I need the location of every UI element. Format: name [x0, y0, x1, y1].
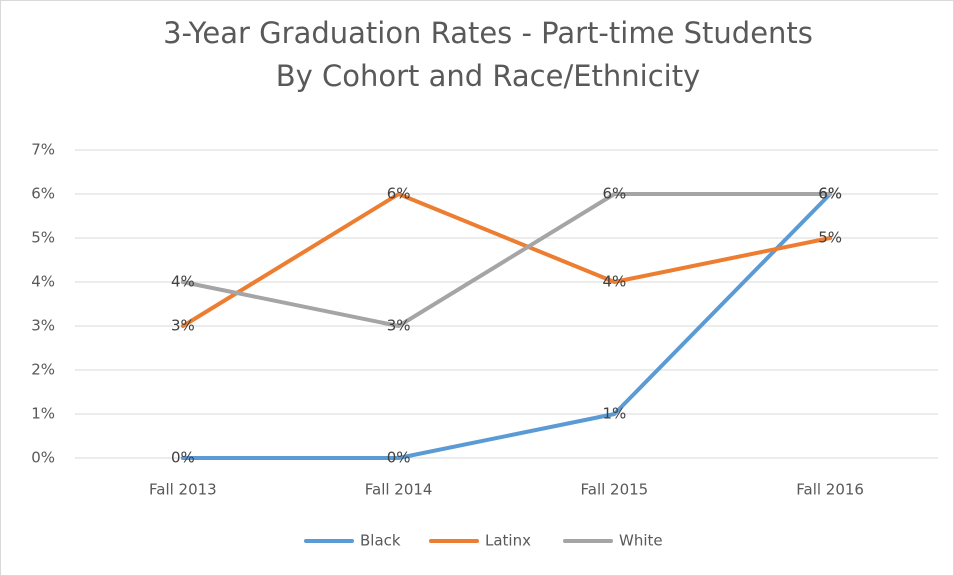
y-tick-label: 1%	[31, 405, 55, 423]
data-label: 0%	[171, 449, 195, 467]
series-line	[180, 192, 833, 328]
chart-subtitle: By Cohort and Race/Ethnicity	[276, 59, 701, 93]
x-tick-label: Fall 2014	[365, 481, 433, 499]
data-label: 4%	[602, 273, 626, 291]
x-tick-label: Fall 2015	[581, 481, 649, 499]
y-tick-label: 0%	[31, 449, 55, 467]
x-tick-label: Fall 2013	[149, 481, 217, 499]
data-label: 6%	[602, 185, 626, 203]
series-line	[180, 192, 833, 460]
data-label: 0%	[387, 449, 411, 467]
y-tick-label: 7%	[31, 141, 55, 159]
data-label: 3%	[387, 317, 411, 335]
y-tick-label: 3%	[31, 317, 55, 335]
legend-label: White	[619, 532, 663, 550]
legend-label: Black	[360, 532, 401, 550]
data-label: 4%	[171, 273, 195, 291]
y-tick-label: 6%	[31, 185, 55, 203]
data-label: 6%	[818, 185, 842, 203]
y-tick-label: 5%	[31, 229, 55, 247]
chart-title: 3-Year Graduation Rates - Part-time Stud…	[163, 16, 813, 50]
series-line	[180, 192, 833, 328]
data-label: 6%	[818, 185, 842, 203]
data-label: 3%	[171, 317, 195, 335]
y-tick-label: 2%	[31, 361, 55, 379]
data-label: 6%	[387, 185, 411, 203]
data-label: 1%	[602, 405, 626, 423]
y-tick-label: 4%	[31, 273, 55, 291]
x-tick-label: Fall 2016	[796, 481, 864, 499]
data-label: 5%	[818, 229, 842, 247]
legend-label: Latinx	[485, 532, 531, 550]
